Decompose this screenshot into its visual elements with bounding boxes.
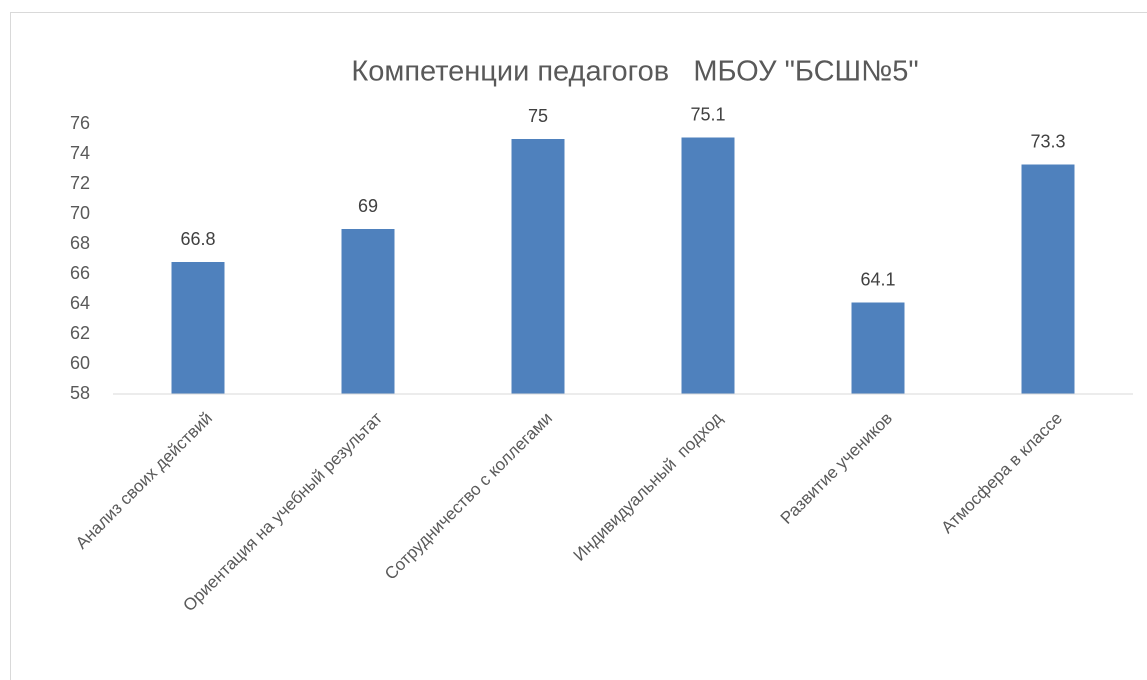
value-label: 73.3 bbox=[1030, 131, 1065, 151]
value-label: 66.8 bbox=[180, 229, 215, 249]
y-tick-label: 66 bbox=[70, 263, 90, 283]
y-tick-label: 76 bbox=[70, 113, 90, 133]
value-label: 69 bbox=[358, 196, 378, 216]
y-tick-label: 68 bbox=[70, 233, 90, 253]
y-tick-label: 70 bbox=[70, 203, 90, 223]
y-tick-label: 74 bbox=[70, 143, 90, 163]
bar bbox=[681, 137, 735, 394]
y-tick-label: 62 bbox=[70, 323, 90, 343]
bar bbox=[341, 229, 395, 394]
value-label: 64.1 bbox=[860, 269, 895, 289]
value-label: 75 bbox=[528, 106, 548, 126]
bar bbox=[851, 302, 905, 394]
y-tick-label: 58 bbox=[70, 383, 90, 403]
value-label: 75.1 bbox=[690, 104, 725, 124]
bar bbox=[1021, 164, 1075, 394]
chart-title: Компетенции педагогов МБОУ "БСШ№5" bbox=[351, 56, 918, 88]
bar bbox=[171, 262, 225, 394]
y-tick-label: 72 bbox=[70, 173, 90, 193]
bar bbox=[511, 139, 565, 394]
y-tick-label: 60 bbox=[70, 353, 90, 373]
y-tick-label: 64 bbox=[70, 293, 90, 313]
